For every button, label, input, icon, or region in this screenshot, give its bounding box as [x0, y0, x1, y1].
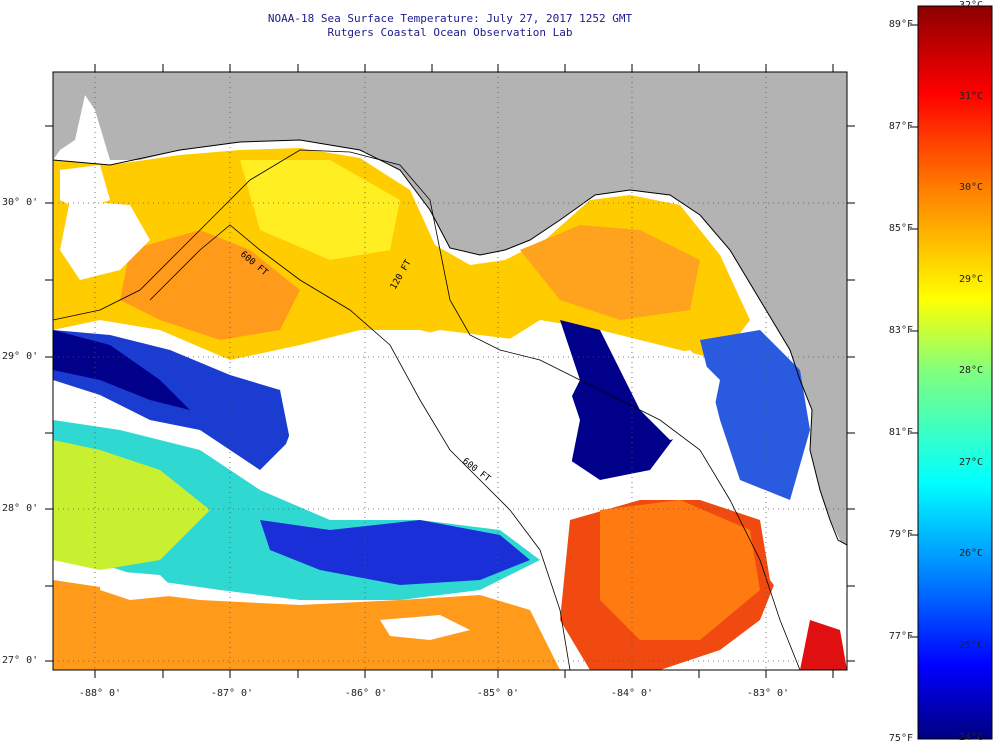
sst-blue-east-shelf — [700, 330, 810, 500]
colorbar — [918, 6, 992, 739]
sst-dark-blue-west — [53, 330, 190, 410]
cloud-mask-island-2 — [100, 570, 180, 600]
sst-red-corner — [800, 620, 847, 670]
colorbar-f-label: 81°F — [888, 427, 913, 438]
colorbar-f-label: 89°F — [888, 19, 913, 30]
isobath-600ft — [149, 224, 571, 670]
colorbar-c-label: 26°C — [958, 548, 984, 559]
colorbar-c-label: 30°C — [958, 182, 984, 193]
lon-label-84: -84° 0' — [610, 688, 654, 699]
colorbar-f-label: 85°F — [888, 223, 913, 234]
cloud-mask-far-east — [760, 500, 840, 620]
lon-label-85: -85° 0' — [476, 688, 520, 699]
cloud-mask-west — [60, 200, 150, 280]
colorbar-c-label: 28°C — [958, 365, 984, 376]
lon-label-83: -83° 0' — [746, 688, 790, 699]
cloud-mask-northwest — [60, 165, 110, 210]
cloud-mask-island-1 — [380, 615, 470, 640]
sst-orange-southeast — [600, 500, 760, 640]
sst-blue-central — [260, 520, 530, 585]
colorbar-c-label: 24°C — [958, 732, 984, 743]
sst-green-yellow-southwest — [53, 440, 210, 570]
frame-ticks — [45, 64, 855, 678]
land-mass — [53, 72, 847, 545]
map-subtitle: Rutgers Coastal Ocean Observation Lab — [327, 26, 573, 39]
lon-label-87: -87° 0' — [210, 688, 254, 699]
sst-orange-patch-east — [520, 225, 700, 320]
colorbar-f-label: 83°F — [888, 325, 913, 336]
cloud-mask-center — [280, 330, 580, 510]
colorbar-f-label: 79°F — [888, 529, 913, 540]
colorbar-f-label: 75°F — [888, 733, 913, 744]
colorbar-border — [917, 5, 993, 740]
map-title: NOAA-18 Sea Surface Temperature: July 27… — [267, 12, 633, 25]
isobath-120ft — [53, 149, 801, 670]
lat-label-30: 30° 0' — [2, 197, 39, 208]
colorbar-c-label: 29°C — [958, 274, 984, 285]
lat-label-27: 27° 0' — [2, 655, 39, 666]
colorbar-c-label: 27°C — [958, 457, 984, 468]
sst-yellow-north — [240, 160, 400, 260]
lon-label-88: -88° 0' — [78, 688, 122, 699]
lat-label-29: 29° 0' — [2, 351, 39, 362]
sst-orange-south — [53, 580, 560, 670]
colorbar-c-label: 31°C — [958, 91, 984, 102]
colorbar-f-label: 77°F — [888, 631, 913, 642]
sst-orange-patch-west — [120, 230, 300, 340]
coastline — [53, 139, 847, 546]
colorbar-f-label: 87°F — [888, 121, 913, 132]
colorbar-c-label: 32°C — [958, 0, 984, 11]
lat-label-28: 28° 0' — [2, 503, 39, 514]
map-frame-border — [52, 71, 848, 671]
cloud-mask-east — [640, 350, 720, 440]
lon-label-86: -86° 0' — [344, 688, 388, 699]
colorbar-c-label: 25°C — [958, 640, 984, 651]
map-content: 120 FT 600 FT 600 FT — [53, 72, 847, 670]
colorbar-ticks — [910, 24, 918, 638]
